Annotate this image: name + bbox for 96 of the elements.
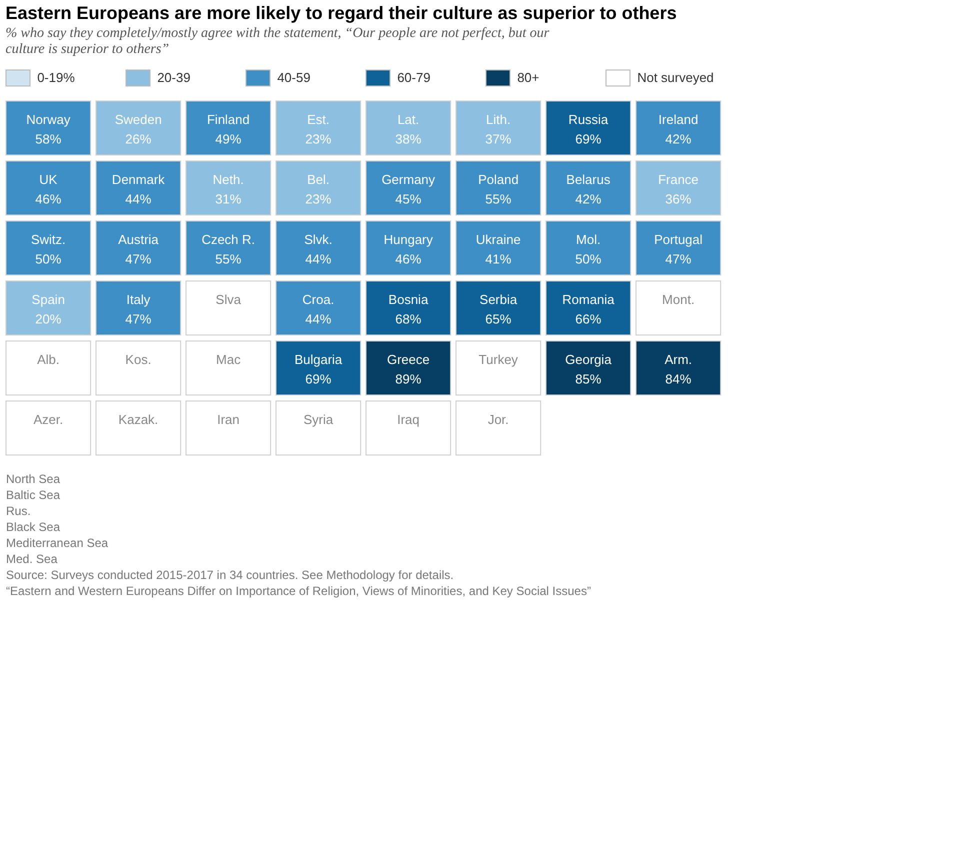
category-label: UK (39, 172, 58, 188)
data-label: 42% (665, 131, 692, 146)
category-label: Ireland (658, 112, 698, 128)
category-label: Hungary (384, 232, 434, 248)
data-label: 38% (395, 131, 422, 146)
data-label: 20% (35, 311, 62, 326)
text: “Eastern and Western Europeans Differ on Importance of Religion, Views of Minorities, and Key Social Issues” (6, 584, 591, 598)
data-label: 50% (35, 251, 62, 266)
legend-label: Not surveyed (637, 70, 714, 85)
category-label: Switz. (30, 232, 66, 248)
category-label: Alb. (37, 352, 60, 368)
category-label: Mont. (662, 292, 695, 308)
category-label: Syria (303, 412, 334, 428)
category-label: Germany (382, 172, 436, 188)
data-label: 58% (35, 131, 62, 146)
category-label: France (658, 172, 699, 188)
category-label: Spain (32, 292, 65, 308)
data-label: 89% (395, 371, 422, 386)
category-label: Azer. (33, 412, 64, 428)
category-label: Bulgaria (294, 352, 343, 368)
data-label: 85% (575, 371, 602, 386)
data-label: 47% (125, 311, 152, 326)
text: Rus. (6, 504, 31, 518)
data-label: 46% (395, 251, 422, 266)
data-label: 44% (305, 251, 332, 266)
category-label: Neth. (212, 172, 244, 188)
legend-label: 20-39 (157, 70, 190, 85)
data-label: 44% (305, 311, 332, 326)
category-label: Arm. (664, 352, 692, 368)
category-label: Portugal (654, 232, 703, 248)
data-label: 50% (575, 251, 602, 266)
data-label: 37% (485, 131, 512, 146)
data-label: 36% (665, 191, 692, 206)
legend-label: 80+ (517, 70, 540, 85)
source-note: Source: Surveys conducted 2015-2017 in 34 countries. See Methodology for details. (6, 568, 454, 582)
data-label: 65% (485, 311, 512, 326)
category-label: Romania (562, 292, 616, 308)
legend-label: 60-79 (397, 70, 430, 85)
category-label: Est. (307, 112, 330, 128)
category-label: Norway (26, 112, 71, 128)
text: % who say they completely/mostly agree with the statement, “Our people are not perfect, but our culture is superior to others” (6, 26, 550, 57)
data-label: 44% (125, 191, 152, 206)
data-label: 47% (665, 251, 692, 266)
category-label: Sweden (114, 112, 162, 128)
category-label: Poland (478, 172, 519, 188)
category-label: Kos. (125, 352, 152, 368)
category-label: Iran (217, 412, 240, 428)
data-label: 23% (305, 191, 332, 206)
category-label: Iraq (397, 412, 420, 428)
category-label: Slvk. (304, 232, 332, 248)
text: Eastern Europeans are more likely to regard their culture as superior to others (6, 3, 677, 23)
data-label: 55% (485, 191, 512, 206)
text: Black Sea (6, 520, 60, 534)
category-label: Mol. (576, 232, 601, 248)
text: Mediterranean Sea (6, 536, 108, 550)
data-label: 69% (575, 131, 602, 146)
legend-label: 40-59 (277, 70, 310, 85)
legend-label: 0-19% (37, 70, 76, 85)
data-label: 69% (305, 371, 332, 386)
data-label: 49% (215, 131, 242, 146)
category-label: Czech R. (202, 232, 256, 248)
category-label: Turkey (478, 352, 518, 368)
category-label: Georgia (565, 352, 612, 368)
data-label: 26% (125, 131, 152, 146)
category-label: Denmark (112, 172, 166, 188)
category-label: Finland (206, 112, 250, 128)
data-label: 68% (395, 311, 422, 326)
category-label: Croa. (302, 292, 334, 308)
category-label: Greece (386, 352, 430, 368)
data-label: 46% (35, 191, 62, 206)
category-label: Bosnia (388, 292, 429, 308)
category-label: Slva (216, 292, 242, 308)
data-label: 41% (485, 251, 512, 266)
data-label: 23% (305, 131, 332, 146)
category-label: Lith. (486, 112, 511, 128)
data-label: 42% (575, 191, 602, 206)
text: Baltic Sea (6, 488, 60, 502)
data-label: 47% (125, 251, 152, 266)
category-label: Italy (126, 292, 151, 308)
category-label: Serbia (480, 292, 518, 308)
data-label: 45% (395, 191, 422, 206)
text: Med. Sea (6, 552, 58, 566)
data-label: 84% (665, 371, 692, 386)
category-label: Mac (216, 352, 242, 368)
category-label: Lat. (397, 112, 420, 128)
category-label: Kazak. (118, 412, 158, 428)
data-label: 66% (575, 311, 602, 326)
category-label: Belarus (566, 172, 611, 188)
category-label: Ukraine (476, 232, 521, 248)
category-label: Russia (568, 112, 609, 128)
category-label: Bel. (307, 172, 330, 188)
data-label: 31% (215, 191, 242, 206)
category-label: Jor. (488, 412, 509, 428)
category-label: Austria (118, 232, 160, 248)
text: North Sea (6, 472, 60, 486)
data-label: 55% (215, 251, 242, 266)
